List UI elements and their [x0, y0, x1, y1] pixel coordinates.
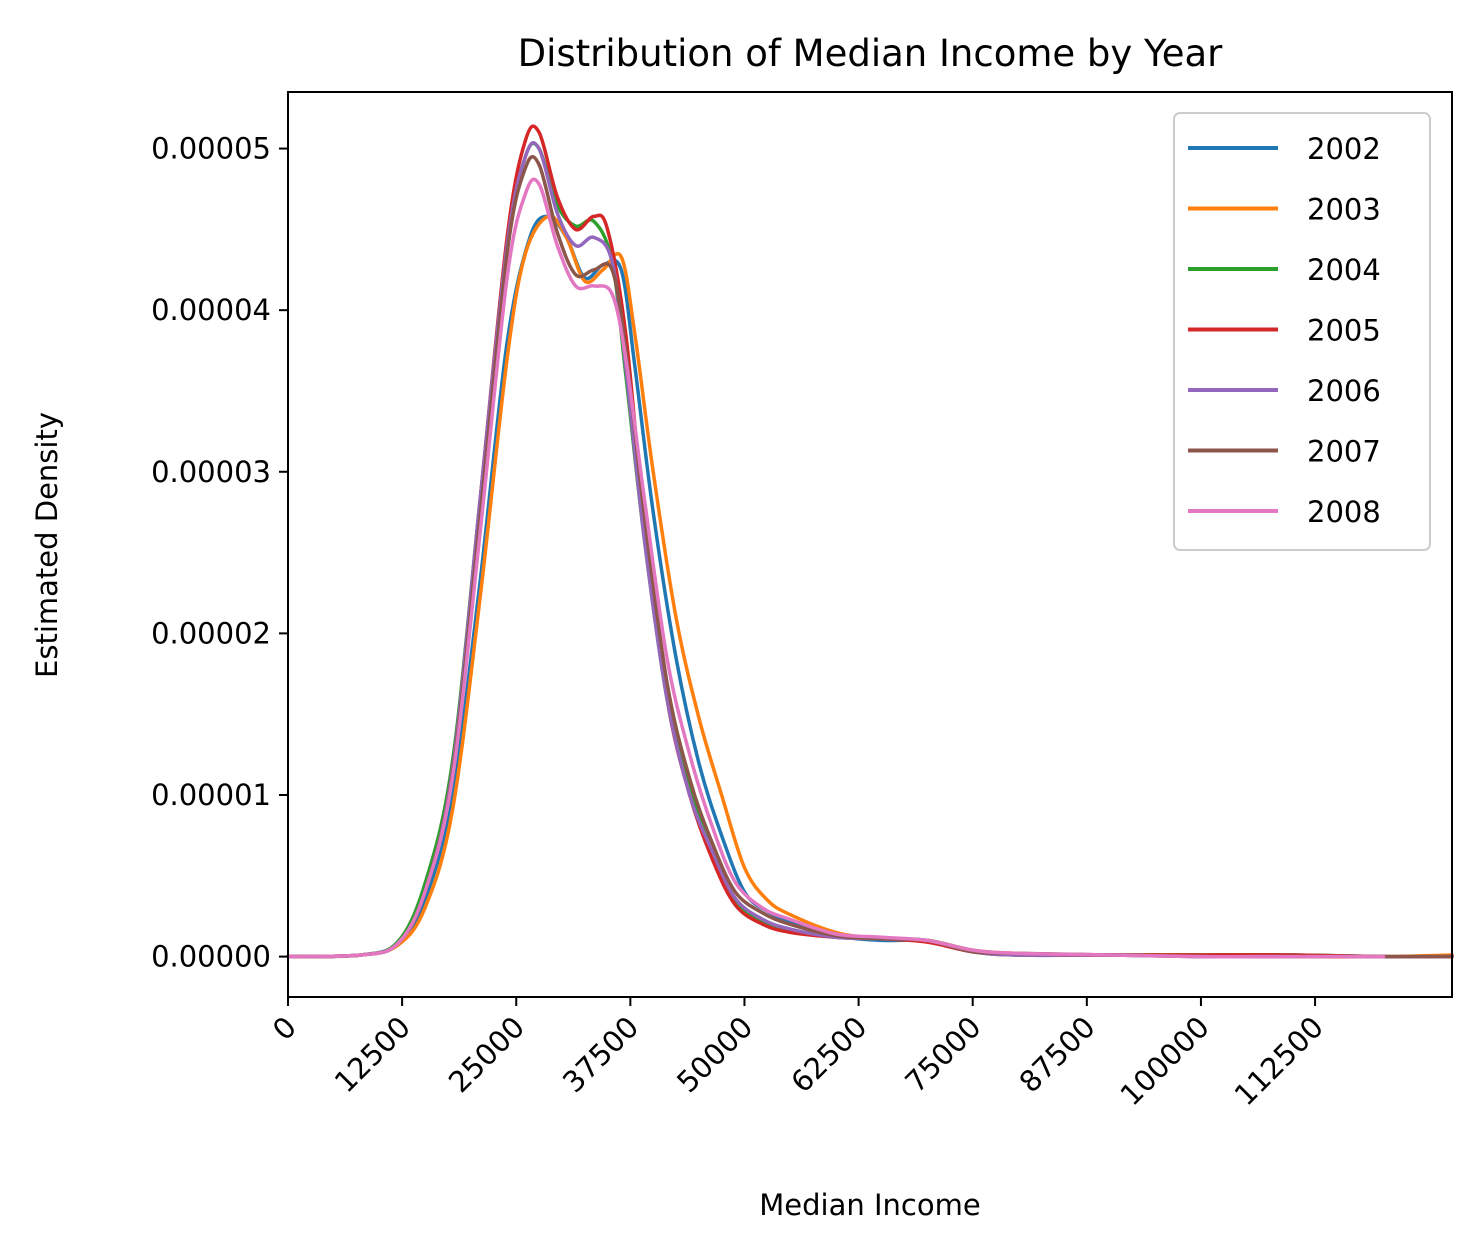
legend-label-2004: 2004 [1307, 253, 1381, 287]
y-tick-label: 0.00002 [151, 616, 271, 650]
y-tick-label: 0.00003 [151, 455, 271, 489]
y-tick-label: 0.00000 [151, 940, 271, 974]
legend-label-2002: 2002 [1307, 132, 1381, 166]
legend-label-2007: 2007 [1307, 435, 1381, 469]
legend-label-2005: 2005 [1307, 314, 1381, 348]
y-tick-label: 0.00004 [151, 293, 271, 327]
plot-area [286, 91, 1454, 998]
y-tick-label: 0.00005 [151, 132, 271, 166]
legend-label-2006: 2006 [1307, 374, 1381, 408]
series-line-2008 [286, 177, 1386, 959]
series-layer [286, 124, 1454, 959]
y-tick-label: 0.00001 [151, 778, 271, 812]
chart-title: Distribution of Median Income by Year [518, 32, 1224, 75]
legend: 2002 2003 2004 2005 2006 2007 2008 [1173, 112, 1431, 551]
y-axis-ticks: 0.00000 0.00001 0.00002 0.00003 0.00004 0.000… [151, 132, 288, 974]
legend-label-2008: 2008 [1307, 495, 1381, 529]
x-axis-label: Median Income [759, 1188, 980, 1222]
legend-label-2003: 2003 [1307, 193, 1381, 227]
y-axis-label: Estimated Density [30, 412, 64, 678]
axes-frame [287, 91, 1453, 998]
legend-box [1173, 112, 1431, 551]
